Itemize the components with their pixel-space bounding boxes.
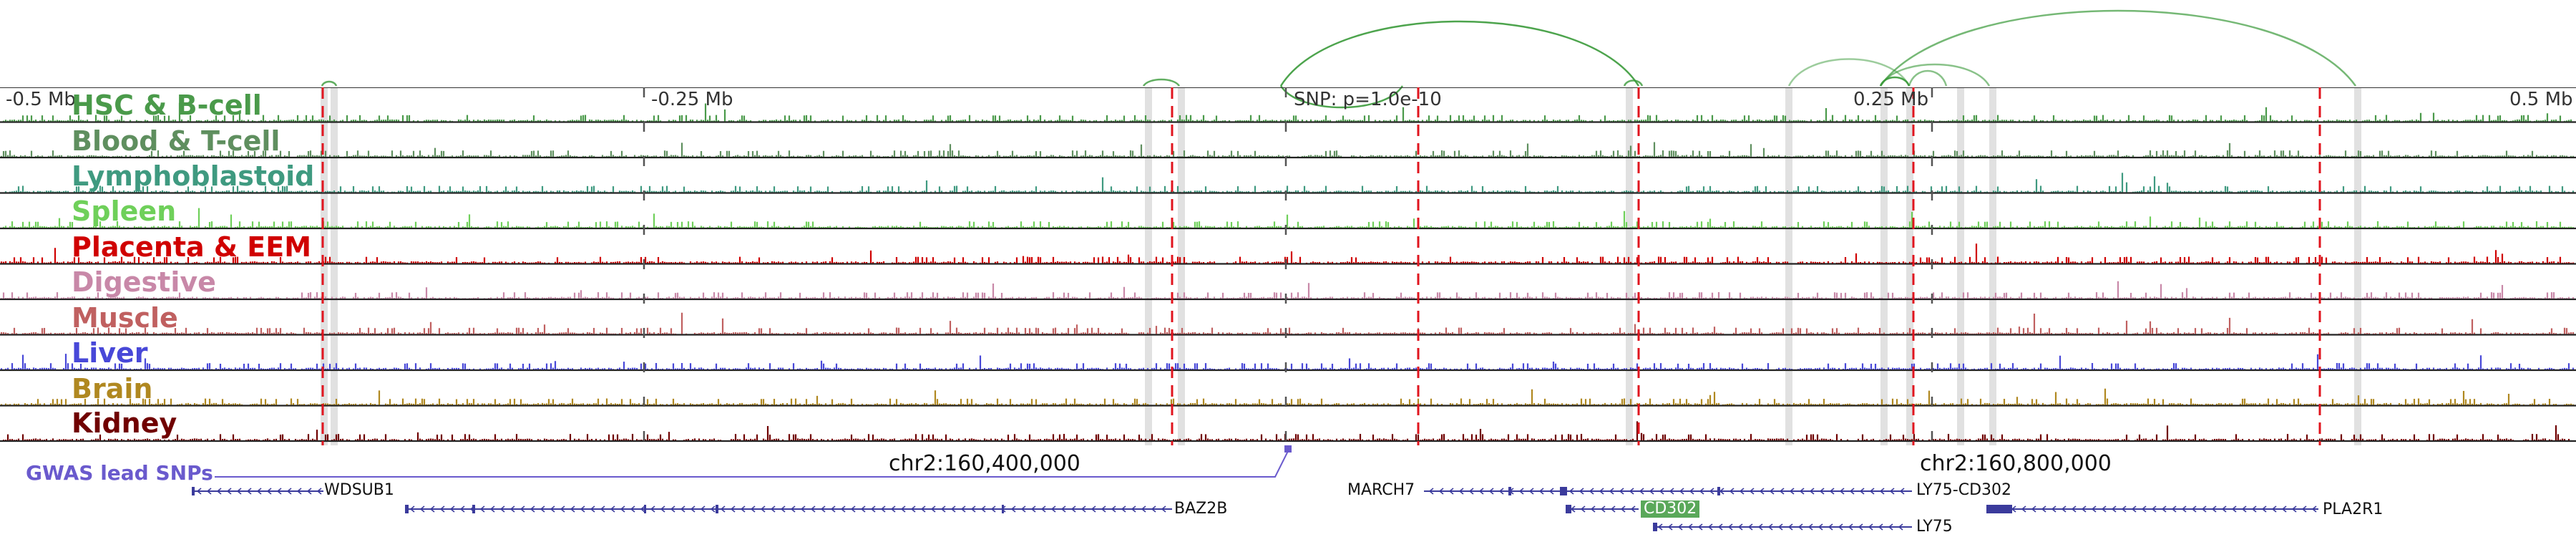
- axis-tick-label: -0.25 Mb: [651, 89, 733, 110]
- baz2b-exon: [716, 505, 718, 513]
- cd302-exon: [1566, 505, 1571, 513]
- epigenome-tracks: [0, 87, 2576, 445]
- march7-ly75-cd302-exon: [1717, 487, 1720, 495]
- pla2r1-exon: [1986, 505, 2012, 513]
- loop-arc: [1279, 85, 1404, 109]
- track-label-digestive: Digestive: [72, 266, 216, 298]
- highlight-band: [1989, 87, 1996, 445]
- track-signal: [0, 243, 2575, 263]
- ly75-strand: [1657, 523, 1903, 531]
- baz2b-exon: [1002, 505, 1004, 513]
- track-signal: [0, 142, 2575, 157]
- track-signal: [2, 102, 2572, 122]
- gwas-lead-snps-label: GWAS lead SNPs: [26, 461, 213, 485]
- loop-arc: [1279, 20, 1640, 87]
- highlight-band: [331, 87, 338, 445]
- track-signal: [0, 354, 2575, 369]
- wdsub1-strand: [196, 488, 322, 495]
- track-label-brain: Brain: [72, 373, 153, 405]
- march7-ly75-cd302-exon: [1560, 487, 1567, 495]
- loop-arc: [1879, 63, 1991, 87]
- gene-label-march7: MARCH7: [1347, 481, 1415, 499]
- highlight-band: [321, 87, 328, 445]
- march7-ly75-cd302-exon: [1508, 487, 1511, 495]
- baz2b-exon: [472, 505, 475, 513]
- track-signal: [0, 388, 2575, 405]
- gene-label-ly75-cd302: LY75-CD302: [1916, 481, 2011, 499]
- loop-arc: [1787, 58, 1911, 87]
- track-label-spleen: Spleen: [72, 195, 177, 227]
- track-label-kidney: Kidney: [72, 407, 177, 439]
- march7-ly75-cd302-strand: [1428, 488, 1905, 495]
- baz2b-exon: [644, 505, 646, 513]
- snp-pvalue-label: SNP: p=1.0e-10: [1294, 89, 1442, 110]
- track-signal: [2, 421, 2570, 440]
- highlight-band: [1957, 87, 1964, 445]
- coordinate-label-left: chr2:160,400,000: [889, 451, 1080, 476]
- highlight-band: [1785, 87, 1792, 445]
- gene-label-wdsub1: WDSUB1: [324, 481, 394, 499]
- loop-arc: [1142, 78, 1181, 87]
- gwas-snp-marker: [1284, 445, 1292, 453]
- loop-arc: [1879, 76, 1911, 87]
- track-label-placenta-eem: Placenta & EEM: [72, 231, 312, 263]
- track-signal: [0, 312, 2575, 334]
- loop-arc: [321, 80, 338, 87]
- track-label-lymphoblastoid: Lymphoblastoid: [72, 160, 315, 192]
- axis-tick-label: 0.5 Mb: [2509, 89, 2573, 110]
- axis-tick-label: 0.25 Mb: [1853, 89, 1929, 110]
- gene-label-pla2r1: PLA2R1: [2323, 500, 2384, 518]
- highlight-band: [1178, 87, 1185, 445]
- track-signal: [0, 281, 2575, 299]
- highlight-band: [1880, 87, 1888, 445]
- track-signal: [2, 208, 2575, 228]
- highlight-band: [1906, 87, 1913, 445]
- highlight-band: [2354, 87, 2361, 445]
- highlight-band: [1145, 87, 1152, 445]
- gene-label-ly75: LY75: [1916, 518, 1953, 536]
- ly75-exon: [1653, 523, 1657, 531]
- gene-label-baz2b: BAZ2B: [1174, 500, 1228, 518]
- gwas-connector: [215, 445, 1289, 478]
- baz2b-exon: [405, 505, 409, 513]
- gene-label-cd302: CD302: [1641, 500, 1700, 518]
- highlight-band: [1626, 87, 1633, 445]
- track-label-liver: Liver: [72, 337, 148, 369]
- track-signal: [4, 173, 2575, 193]
- axis-tick-label: -0.5 Mb: [6, 89, 76, 110]
- wdsub1-exon: [192, 487, 195, 495]
- loop-arc: [1908, 69, 1948, 87]
- loop-arc: [1623, 79, 1644, 87]
- coordinate-label-right: chr2:160,800,000: [1920, 451, 2112, 476]
- chromatin-loop-arcs: [321, 9, 2357, 109]
- track-label-blood-t-cell: Blood & T-cell: [72, 125, 280, 157]
- gene-annotation-track: [192, 445, 2318, 531]
- loop-arc: [1879, 9, 2357, 87]
- track-label-hsc-b-cell: HSC & B-cell: [72, 90, 262, 121]
- track-label-muscle: Muscle: [72, 302, 178, 334]
